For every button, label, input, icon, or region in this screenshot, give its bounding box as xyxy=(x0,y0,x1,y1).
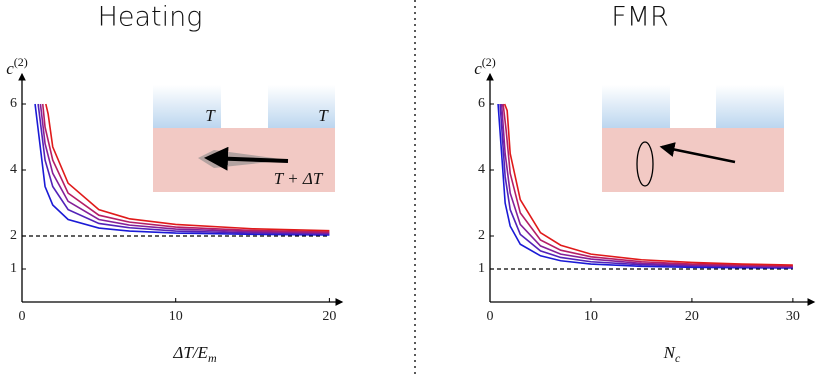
inset-label: T xyxy=(318,106,329,125)
curve xyxy=(34,103,330,236)
y-tick-label: 1 xyxy=(10,261,17,276)
chart-title: Heating xyxy=(98,2,203,33)
x-label-sub: m xyxy=(208,351,217,365)
curve xyxy=(45,103,330,232)
y-tick-label: 2 xyxy=(478,228,485,243)
x-tick-label: 0 xyxy=(19,309,26,324)
curve xyxy=(37,103,330,235)
x-tick-label: 0 xyxy=(487,309,494,324)
y-tick-label: 4 xyxy=(10,162,17,177)
y-tick-label: 1 xyxy=(478,261,485,276)
x-axis-label: Nc xyxy=(663,343,681,365)
curve xyxy=(500,103,793,268)
inset-fmr xyxy=(602,85,784,192)
y-tick-label: 2 xyxy=(10,228,17,243)
y-axis-label: c(2) xyxy=(6,55,28,78)
curve xyxy=(497,103,793,269)
x-tick-label: 10 xyxy=(584,309,598,324)
x-label-base: ΔT/E xyxy=(172,343,208,362)
y-label-base: c xyxy=(474,59,482,78)
x-label-base: N xyxy=(663,343,677,362)
x-axis-label: ΔT/Em xyxy=(172,343,217,365)
x-tick-label: 20 xyxy=(685,309,699,324)
y-axis-label: c(2) xyxy=(474,55,496,78)
x-tick-label: 20 xyxy=(322,309,336,324)
inset-label: T xyxy=(205,106,216,125)
y-tick-label: 4 xyxy=(478,162,485,177)
y-label-base: c xyxy=(6,59,14,78)
curve xyxy=(39,103,330,234)
chart-title: FMR xyxy=(611,2,669,33)
x-label-sub: c xyxy=(675,351,681,365)
curve xyxy=(503,103,793,266)
y-tick-label: 6 xyxy=(478,96,485,111)
inset-heating xyxy=(153,85,335,192)
x-tick-label: 30 xyxy=(786,309,800,324)
y-label-sup: (2) xyxy=(482,55,496,69)
inset-label: T + ΔT xyxy=(274,169,324,188)
curve xyxy=(499,103,793,269)
curve xyxy=(502,103,793,267)
y-label-sup: (2) xyxy=(14,55,28,69)
y-tick-label: 6 xyxy=(10,96,17,111)
x-tick-label: 10 xyxy=(169,309,183,324)
curve xyxy=(41,103,330,233)
